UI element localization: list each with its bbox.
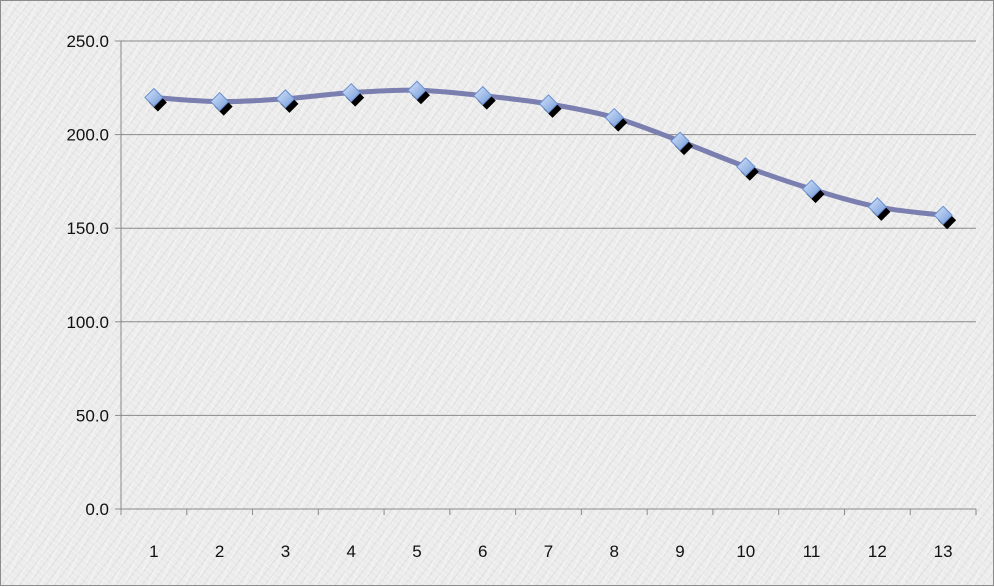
x-tick-label: 5	[412, 542, 421, 561]
data-point-marker	[867, 197, 888, 217]
x-tick-label: 11	[803, 542, 821, 561]
data-point	[867, 197, 891, 221]
x-tick-label: 2	[215, 542, 224, 561]
x-axis-tick-labels: 1 2 3 4 5 6 7 8 9 10 11 12 13	[149, 542, 952, 561]
data-point	[473, 85, 496, 110]
data-point	[604, 107, 628, 132]
data-point	[144, 87, 167, 112]
x-tick-label: 13	[934, 542, 953, 561]
data-point-marker	[604, 107, 624, 128]
gridlines	[121, 40, 976, 416]
x-tick-label: 9	[675, 542, 684, 561]
data-point-marker	[275, 89, 296, 109]
data-point-marker	[209, 91, 230, 112]
y-tick-label: 100.0	[66, 313, 109, 332]
data-point	[275, 89, 299, 113]
y-tick-label: 250.0	[66, 32, 109, 51]
data-point	[341, 82, 365, 107]
data-point-marker	[341, 82, 361, 103]
data-point	[670, 131, 694, 156]
data-point	[801, 179, 825, 204]
data-point-marker	[473, 85, 493, 106]
data-point	[407, 80, 430, 105]
x-tick-label: 7	[544, 542, 553, 561]
data-point-marker	[144, 87, 164, 108]
series	[144, 80, 957, 230]
data-point	[736, 157, 759, 181]
y-tick-label: 0.0	[85, 500, 109, 519]
data-point	[933, 205, 957, 230]
data-point-marker	[736, 157, 756, 177]
x-tick-label: 3	[281, 542, 290, 561]
axes	[115, 40, 977, 515]
data-point	[538, 94, 562, 118]
data-point-marker	[407, 80, 427, 100]
data-point-marker	[670, 131, 690, 151]
x-tick-label: 12	[868, 542, 887, 561]
data-point-marker	[538, 94, 559, 114]
y-axis-tick-labels: 0.0 50.0 100.0 150.0 200.0 250.0	[66, 32, 109, 519]
x-tick-label: 6	[478, 542, 487, 561]
y-tick-label: 50.0	[76, 406, 109, 425]
data-point-marker	[801, 179, 822, 199]
data-point	[209, 91, 233, 116]
x-tick-label: 1	[149, 542, 158, 561]
x-tick-label: 4	[346, 542, 355, 561]
y-tick-label: 150.0	[66, 219, 109, 238]
data-point-marker	[933, 205, 953, 225]
x-tick-label: 8	[610, 542, 619, 561]
y-tick-label: 200.0	[66, 126, 109, 145]
x-tick-label: 10	[736, 542, 755, 561]
